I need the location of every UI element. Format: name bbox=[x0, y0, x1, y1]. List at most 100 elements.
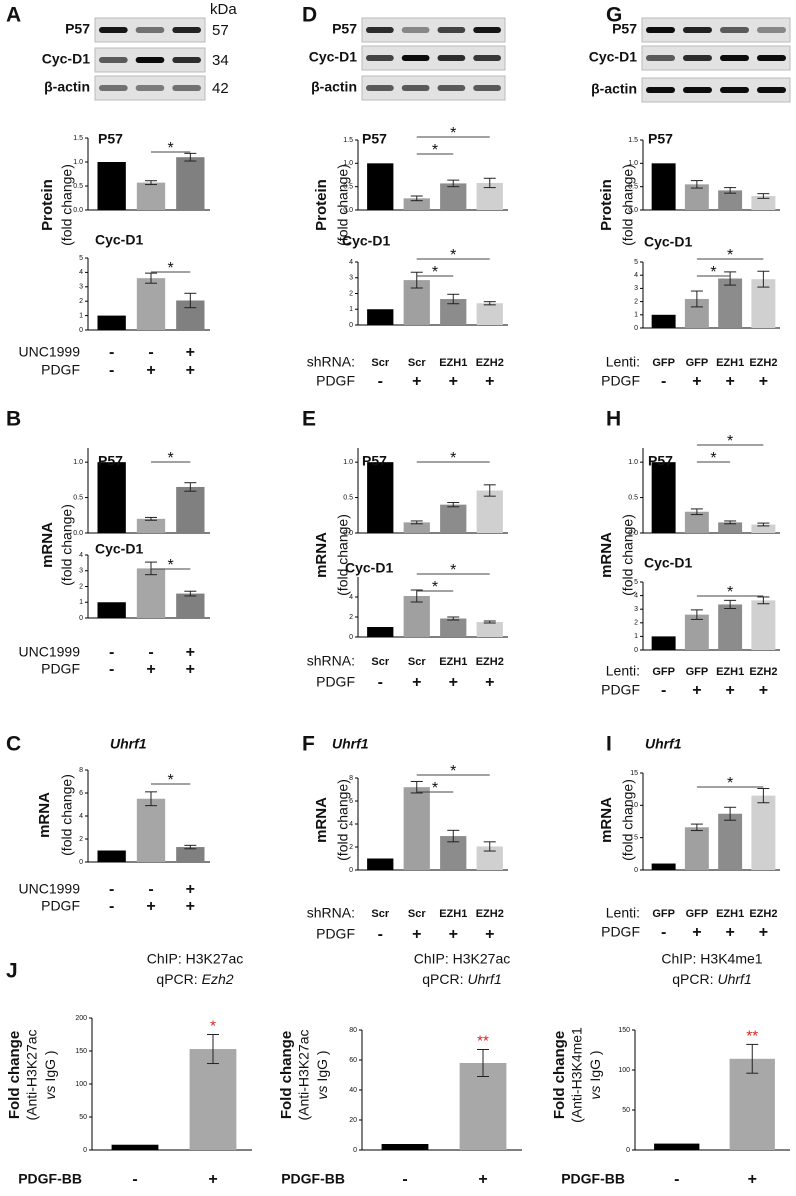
y-tick-label: 2 bbox=[79, 583, 83, 590]
significance-label: * bbox=[727, 584, 733, 601]
condition-label: PDGF bbox=[601, 373, 640, 389]
condition-label: PDGF bbox=[601, 924, 640, 940]
condition-value: + bbox=[186, 881, 195, 898]
y-tick-label: 0.0 bbox=[343, 207, 353, 214]
condition-value: + bbox=[186, 661, 195, 678]
error-bar bbox=[757, 596, 770, 605]
y-axis-label: vs IgG ) bbox=[42, 1050, 58, 1099]
significance-label: * bbox=[432, 579, 438, 596]
blot-band bbox=[646, 87, 675, 93]
bar bbox=[136, 278, 166, 330]
bar bbox=[176, 847, 205, 862]
y-axis-label: (Anti-H3K27ac bbox=[24, 1029, 40, 1120]
y-label-vs: vs bbox=[314, 1086, 330, 1100]
chart-title: P57 bbox=[362, 131, 387, 147]
significance-label: ** bbox=[477, 1032, 489, 1049]
y-axis-label: (fold change) bbox=[59, 164, 75, 246]
condition-value: - bbox=[378, 373, 383, 390]
condition-value: + bbox=[485, 926, 494, 943]
error-bar bbox=[447, 502, 460, 508]
condition-value: EZH1 bbox=[716, 666, 744, 678]
y-axis-label: (fold change) bbox=[335, 514, 351, 596]
y-tick-label: 1.0 bbox=[628, 459, 638, 466]
significance-label: * bbox=[450, 125, 456, 142]
condition-label: UNC1999 bbox=[19, 644, 81, 660]
bar bbox=[718, 278, 743, 328]
y-tick-label: 5 bbox=[79, 255, 83, 262]
y-tick-label: 150 bbox=[618, 1027, 630, 1034]
bar bbox=[718, 813, 743, 870]
bar bbox=[684, 298, 709, 328]
y-tick-label: 3 bbox=[79, 284, 83, 291]
bar bbox=[440, 183, 467, 210]
blot-band bbox=[683, 87, 712, 93]
bar bbox=[403, 522, 430, 533]
y-tick-label: 5 bbox=[634, 579, 638, 586]
error-bar bbox=[483, 620, 496, 624]
bar bbox=[684, 827, 709, 870]
y-tick-label: 2 bbox=[349, 844, 353, 851]
condition-value: - bbox=[109, 644, 114, 661]
y-label-end: IgG ) bbox=[314, 1050, 330, 1081]
blot-band bbox=[437, 27, 466, 33]
condition-value: + bbox=[759, 682, 768, 699]
bar bbox=[651, 636, 676, 650]
chart-title: Cyc-D1 bbox=[95, 232, 143, 248]
bar bbox=[136, 568, 166, 618]
y-tick-label: 2 bbox=[79, 836, 83, 843]
y-axis-label: (fold change) bbox=[620, 164, 636, 246]
blot-band bbox=[646, 27, 675, 33]
chart-title: Uhrf1 bbox=[645, 736, 682, 752]
condition-value: - bbox=[148, 881, 153, 898]
blot-band bbox=[646, 55, 675, 61]
y-tick-label: 0.5 bbox=[628, 184, 638, 191]
condition-value: - bbox=[661, 924, 666, 941]
significance-label: * bbox=[727, 433, 733, 450]
y-tick-label: 0 bbox=[79, 327, 83, 334]
blot-band bbox=[135, 27, 165, 33]
condition-value: EZH2 bbox=[749, 357, 777, 369]
chart-title: P57 bbox=[648, 131, 673, 147]
significance-label: * bbox=[450, 763, 456, 780]
blot-label: β-actin bbox=[44, 79, 90, 95]
condition-value: + bbox=[449, 674, 458, 691]
bar bbox=[751, 196, 776, 210]
y-tick-label: 0 bbox=[79, 615, 83, 622]
condition-value: GFP bbox=[686, 666, 709, 678]
bar bbox=[97, 315, 126, 330]
bar bbox=[176, 157, 205, 210]
blot-label: Cyc-D1 bbox=[589, 49, 637, 65]
condition-value: EZH1 bbox=[439, 656, 467, 668]
blot-band bbox=[401, 27, 430, 33]
chart-title: Cyc-D1 bbox=[95, 541, 143, 557]
y-tick-label: 6 bbox=[79, 790, 83, 797]
y-tick-label: 2 bbox=[634, 620, 638, 627]
error-bar bbox=[690, 609, 703, 620]
bar bbox=[367, 462, 394, 533]
y-axis-label: Protein bbox=[598, 179, 615, 231]
significance-label: * bbox=[432, 264, 438, 281]
error-bar bbox=[447, 179, 460, 188]
chart-title: P57 bbox=[98, 131, 123, 147]
blot-band bbox=[757, 27, 786, 33]
y-tick-label: 0 bbox=[83, 1147, 87, 1154]
y-tick-label: 4 bbox=[634, 272, 638, 279]
y-tick-label: 1.0 bbox=[343, 459, 353, 466]
blot-label: Cyc-D1 bbox=[309, 49, 357, 65]
y-axis-label: (fold change) bbox=[620, 779, 636, 861]
y-axis-label: (Anti-H3K4me1 bbox=[569, 1027, 585, 1123]
condition-value: EZH1 bbox=[716, 908, 744, 920]
significance-label: * bbox=[168, 450, 174, 467]
condition-value: - bbox=[148, 644, 153, 661]
bar bbox=[684, 614, 709, 650]
blot-band bbox=[135, 85, 165, 91]
significance-label: * bbox=[168, 140, 174, 157]
chart-subtitle: qPCR: Uhrf1 bbox=[672, 971, 751, 987]
kda-label: 34 bbox=[212, 52, 229, 69]
error-bar bbox=[690, 508, 703, 516]
y-axis-label: vs IgG ) bbox=[314, 1050, 330, 1099]
condition-value: EZH1 bbox=[716, 357, 744, 369]
y-tick-label: 0.5 bbox=[73, 494, 83, 501]
blot-band bbox=[473, 55, 501, 61]
y-tick-label: 0.5 bbox=[343, 184, 353, 191]
